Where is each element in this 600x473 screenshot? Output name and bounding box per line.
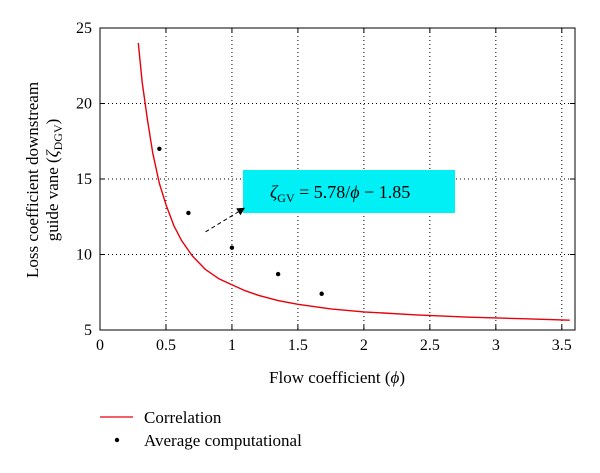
y-tick-label: 5 — [84, 322, 92, 339]
y-tick-label: 15 — [76, 171, 92, 188]
y-tick-label: 20 — [76, 96, 92, 113]
formula-text: ζGV = 5.78/ϕ − 1.85 — [270, 182, 410, 205]
x-tick-label: 1.5 — [288, 337, 308, 354]
legend-label-average-computational: Average computational — [144, 431, 302, 450]
formula-arrow — [205, 211, 239, 233]
formula-arrow-head — [236, 207, 246, 216]
formula-sub: GV — [277, 191, 295, 205]
legend-label-correlation: Correlation — [144, 408, 222, 427]
x-tick-label: 3.5 — [552, 337, 572, 354]
y-axis-title-line1: Loss coefficient downstream — [23, 82, 42, 278]
axis-ticks — [99, 27, 575, 331]
x-tick-label: 0 — [96, 337, 104, 354]
x-axis-title: Flow coefficient (ϕ) — [269, 368, 405, 387]
computational-point — [229, 245, 235, 250]
x-axis-title-text: Flow coefficient ( — [269, 368, 391, 387]
computational-point — [186, 210, 191, 216]
formula-phi: ϕ — [350, 182, 359, 202]
formula-zeta: ζ — [270, 182, 279, 202]
computational-point — [319, 291, 324, 296]
x-tick-label: 1 — [228, 337, 236, 354]
x-axis-title-close: ) — [399, 368, 405, 387]
y-tick-label: 25 — [76, 20, 92, 37]
legend-dot-swatch — [114, 437, 120, 443]
y-axis-title-symbol: ζ — [43, 149, 62, 157]
computational-point — [157, 146, 162, 151]
y-axis-title-close: ) — [43, 119, 62, 125]
x-axis-title-symbol: ϕ — [391, 368, 400, 387]
y-axis-title: Loss coefficient downstream guide vane (… — [23, 82, 65, 278]
legend: Correlation Average computational — [100, 408, 302, 450]
formula-annotation: ζGV = 5.78/ϕ − 1.85 — [205, 170, 455, 233]
x-tick-label: 0.5 — [156, 337, 176, 354]
y-axis-title-line2: guide vane (ζDGV) — [43, 119, 65, 242]
formula-box — [243, 170, 455, 213]
series-layer — [137, 43, 570, 321]
y-axis-title-line2-text: guide vane ( — [43, 157, 62, 241]
correlation-line — [137, 43, 570, 321]
x-tick-labels: 0 0.5 1 1.5 2 2.5 3 3.5 — [96, 337, 572, 354]
computational-point — [275, 271, 281, 277]
y-tick-label: 10 — [76, 247, 92, 264]
y-tick-labels: 5 10 15 20 25 — [76, 20, 92, 339]
y-axis-title-sub: DGV — [51, 124, 65, 150]
x-tick-label: 2 — [360, 337, 368, 354]
formula-rest: − 1.85 — [360, 182, 411, 202]
formula-body: = 5.78/ — [295, 182, 351, 202]
x-tick-label: 3 — [492, 337, 500, 354]
x-tick-label: 2.5 — [420, 337, 440, 354]
